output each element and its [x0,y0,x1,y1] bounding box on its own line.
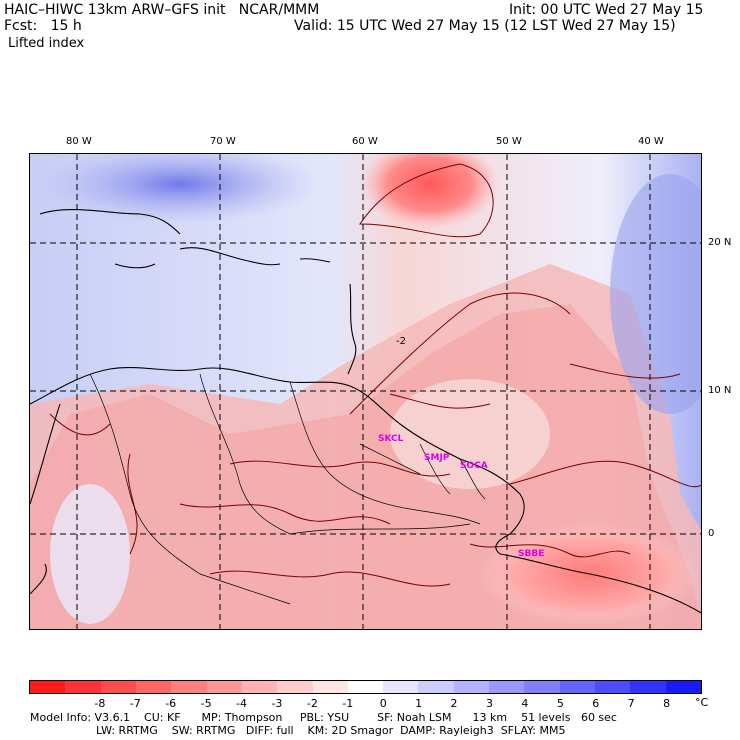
model-info-line1: Model Info: V3.6.1 CU: KF MP: Thompson P… [30,711,617,724]
colorbar-tick-label: -3 [271,697,283,710]
colorbar-tick-label: 3 [485,697,493,710]
lon-label-70w: 70 W [210,136,236,147]
colorbar-swatch [312,681,348,693]
colorbar [29,680,702,694]
colorbar-unit: °C [695,696,709,709]
city-label-skcl: SKCL [378,434,404,444]
jamaica-coast [114,263,156,269]
model-info-line2: LW: RRTMG SW: RRTMG DIFF: full KM: 2D Sm… [96,724,566,737]
city-label-smjp: SMJP [424,453,450,463]
lon-label-50w: 50 W [496,136,522,147]
cold-spot-northwest [40,154,320,224]
colorbar-tick-label: -7 [129,697,141,710]
colorbar-swatch [171,681,207,693]
colorbar-swatch [489,681,525,693]
south-america-north-coast [30,367,351,405]
colorbar-swatch [30,681,66,693]
puerto-rico-coast [299,258,331,263]
lon-label-40w: 40 W [638,136,664,147]
colorbar-tick-label: 0 [379,697,387,710]
central-america-coast [30,403,61,505]
colorbar-tick-label: -2 [306,697,318,710]
colorbar-swatch [453,681,490,693]
colorbar-tick-label: 6 [592,697,600,710]
lat-label-20n: 20 N [708,237,732,248]
lifted-index-map: -2 SKCL SMJP SOCA SBBE [29,153,702,630]
colorbar-swatch [595,681,631,693]
brazil-coast [499,553,701,614]
field-name: Lifted index [8,36,85,51]
colorbar-swatch [241,681,278,693]
colorbar-tick-label: 8 [663,697,671,710]
guianas-coast [349,385,525,555]
colorbar-swatch [347,681,384,693]
contour-lines [49,163,701,587]
colorbar-tick-label: 1 [415,697,423,710]
colorbar-tick-label: -1 [342,697,354,710]
colorbar-swatch [277,681,313,693]
init-time: Init: 00 UTC Wed 27 May 15 [509,2,704,18]
hot-spot-northeast [360,154,500,229]
colorbar-swatch [524,681,560,693]
forecast-hour: Fcst: 15 h [4,18,82,34]
neutral-pocket [390,379,550,489]
colorbar-swatch [665,681,701,693]
lat-label-0: 0 [708,528,715,539]
cool-west-coast [50,484,130,624]
lat-lon-grid [30,154,701,629]
lat-label-10n: 10 N [708,385,732,396]
colorbar-tick-label: 4 [521,697,529,710]
map-canvas [30,154,701,629]
colorbar-tick-label: 2 [450,697,458,710]
city-label-sbbe: SBBE [518,549,545,559]
colorbar-swatch [383,681,419,693]
lesser-antilles [347,283,357,375]
colorbar-swatch [206,681,242,693]
colorbar-swatch [418,681,454,693]
lon-label-60w: 60 W [352,136,378,147]
colorbar-tick-label: -6 [165,697,177,710]
cuba-coast [39,209,181,235]
model-title: HAIC–HIWC 13km ARW–GFS init NCAR/MMM [4,2,320,18]
colorbar-swatch [559,681,595,693]
hispaniola-coast [179,247,281,266]
colorbar-tick-label: 5 [556,697,564,710]
cold-region-east [610,174,701,414]
pacific-coast [30,563,47,595]
colorbar-tick-label: -4 [236,697,247,710]
colorbar-tick-label: -8 [94,697,106,710]
colorbar-tick-label: -5 [200,697,212,710]
colorbar-swatch [630,681,666,693]
colorbar-tick-label: 7 [627,697,635,710]
contour-label: -2 [396,336,406,347]
city-label-soca: SOCA [460,461,488,471]
colorbar-swatch [100,681,136,693]
coastlines [30,209,701,614]
colorbar-swatch [65,681,101,693]
colorbar-swatch [135,681,172,693]
valid-time: Valid: 15 UTC Wed 27 May 15 (12 LST Wed … [294,18,676,34]
lon-label-80w: 80 W [66,136,92,147]
